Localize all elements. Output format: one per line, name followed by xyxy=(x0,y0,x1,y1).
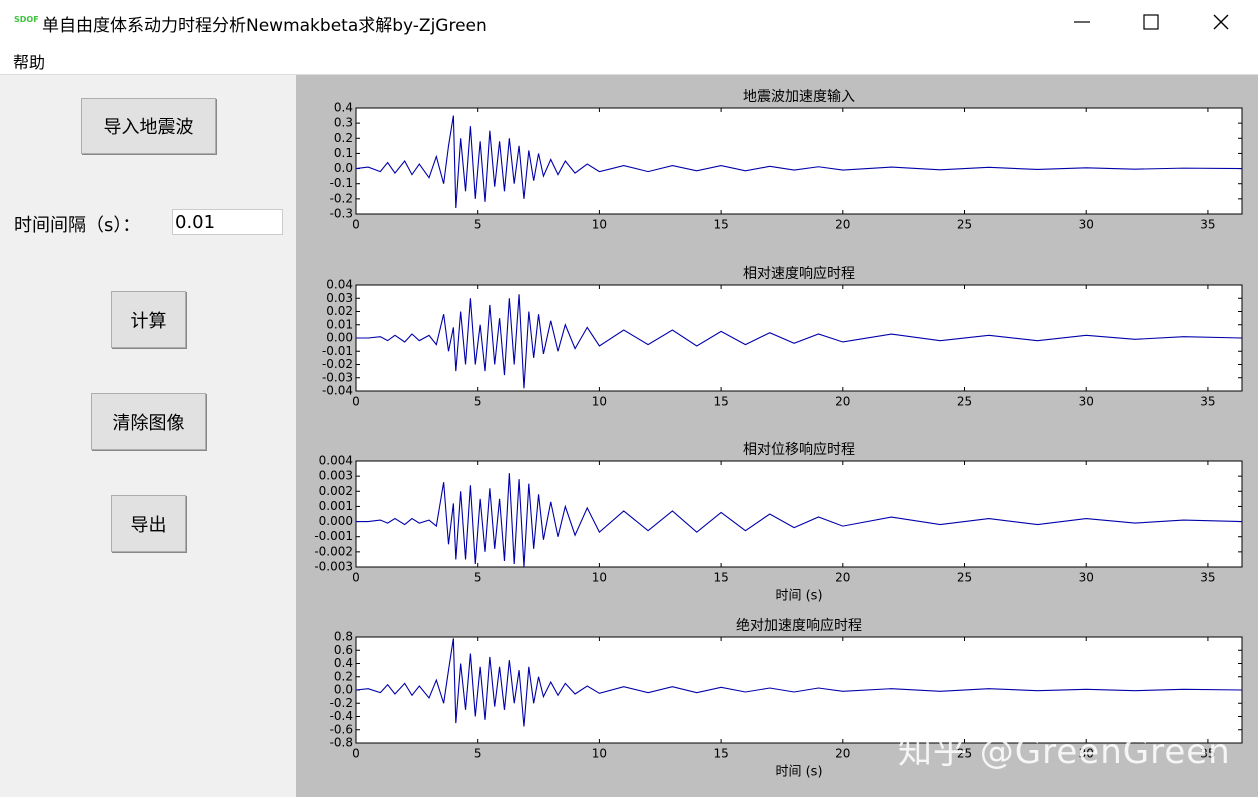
y-tick-label: 0.2 xyxy=(334,131,353,145)
y-tick-label: 0.01 xyxy=(326,317,353,331)
y-tick-label: 0.3 xyxy=(334,116,353,130)
x-tick-label: 0 xyxy=(352,571,360,585)
y-tick-label: -0.02 xyxy=(322,357,353,371)
x-tick-label: 20 xyxy=(835,747,850,761)
y-tick-label: 0.1 xyxy=(334,146,353,160)
x-tick-label: 30 xyxy=(1079,218,1094,232)
maximize-button[interactable] xyxy=(1143,14,1159,30)
chart-title: 绝对加速度响应时程 xyxy=(736,617,862,634)
x-tick-label: 25 xyxy=(957,747,972,761)
x-tick-label: 30 xyxy=(1079,395,1094,409)
y-tick-label: -0.01 xyxy=(322,344,353,358)
y-tick-label: 0.00 xyxy=(326,331,353,345)
x-tick-label: 30 xyxy=(1079,571,1094,585)
interval-label: 时间间隔（s）： xyxy=(14,215,141,236)
x-tick-label: 20 xyxy=(835,218,850,232)
x-tick-label: 35 xyxy=(1200,395,1215,409)
y-tick-label: 0.4 xyxy=(334,656,353,670)
y-tick-label: -0.8 xyxy=(330,736,353,750)
x-tick-label: 15 xyxy=(713,218,728,232)
x-tick-label: 5 xyxy=(474,395,482,409)
x-tick-label: 10 xyxy=(592,395,607,409)
x-tick-label: 0 xyxy=(352,395,360,409)
x-tick-label: 25 xyxy=(957,218,972,232)
y-tick-label: 0.02 xyxy=(326,304,353,318)
x-tick-label: 0 xyxy=(352,747,360,761)
y-tick-label: 0.8 xyxy=(334,630,353,644)
title-bar: SDOF 单自由度体系动力时程分析Newmakbeta求解by-ZjGreen xyxy=(0,0,1258,42)
y-tick-label: -0.2 xyxy=(330,191,353,205)
watermark: 知乎 @GreenGreen xyxy=(898,732,1231,772)
x-tick-label: 5 xyxy=(474,571,482,585)
y-tick-label: 0.004 xyxy=(319,454,353,468)
y-tick-label: 0.0 xyxy=(334,683,353,697)
plot-frame xyxy=(355,460,1243,568)
y-tick-label: 0.6 xyxy=(334,643,353,657)
chart-title: 相对速度响应时程 xyxy=(743,265,855,282)
y-tick-label: -0.001 xyxy=(314,529,353,543)
interval-input[interactable]: 0.01 xyxy=(172,209,283,235)
y-tick-label: -0.1 xyxy=(330,176,353,190)
x-tick-label: 25 xyxy=(957,571,972,585)
x-tick-label: 35 xyxy=(1200,218,1215,232)
y-tick-label: 0.002 xyxy=(319,484,353,498)
y-tick-label: -0.2 xyxy=(330,696,353,710)
window-controls xyxy=(1074,14,1229,30)
x-tick-label: 30 xyxy=(1079,747,1094,761)
y-tick-label: 0.003 xyxy=(319,469,353,483)
y-tick-label: -0.4 xyxy=(330,709,353,723)
x-tick-label: 10 xyxy=(592,747,607,761)
x-tick-label: 20 xyxy=(835,395,850,409)
clear-button[interactable]: 清除图像 xyxy=(91,393,206,450)
x-axis-label: 时间 (s) xyxy=(775,765,822,780)
y-tick-label: 0.000 xyxy=(319,514,353,528)
signal-line xyxy=(356,473,1243,568)
plot-frame xyxy=(355,284,1243,392)
chart-title: 相对位移响应时程 xyxy=(743,441,855,458)
y-tick-label: -0.002 xyxy=(314,544,353,558)
y-tick-label: -0.6 xyxy=(330,722,353,736)
chart-title: 地震波加速度输入 xyxy=(743,89,855,105)
x-tick-label: 35 xyxy=(1200,747,1215,761)
x-tick-label: 10 xyxy=(592,571,607,585)
x-tick-label: 10 xyxy=(592,218,607,232)
y-tick-label: 0.2 xyxy=(334,669,353,683)
x-tick-label: 0 xyxy=(352,218,360,232)
y-tick-label: -0.003 xyxy=(314,560,353,574)
plot-frame xyxy=(355,107,1243,215)
x-tick-label: 35 xyxy=(1200,571,1215,585)
close-button[interactable] xyxy=(1213,14,1229,30)
export-button[interactable]: 导出 xyxy=(111,495,186,552)
y-tick-label: 0.04 xyxy=(326,278,353,292)
import-button[interactable]: 导入地震波 xyxy=(81,98,216,154)
y-tick-label: 0.03 xyxy=(326,291,353,305)
y-tick-label: -0.04 xyxy=(322,384,353,398)
y-tick-label: -0.03 xyxy=(322,370,353,384)
x-tick-label: 15 xyxy=(713,395,728,409)
x-tick-label: 15 xyxy=(713,571,728,585)
menu-bar: 帮助 xyxy=(0,42,1258,75)
x-tick-label: 20 xyxy=(835,571,850,585)
x-axis-label: 时间 (s) xyxy=(775,589,822,604)
window-title: 单自由度体系动力时程分析Newmakbeta求解by-ZjGreen xyxy=(42,16,487,36)
x-tick-label: 5 xyxy=(474,747,482,761)
charts: 地震波加速度输入-0.3-0.2-0.10.00.10.20.30.40 5 10 1… xyxy=(314,89,1243,780)
x-tick-label: 5 xyxy=(474,218,482,232)
y-tick-label: 0.001 xyxy=(319,499,353,513)
x-tick-label: 15 xyxy=(713,747,728,761)
signal-line xyxy=(355,115,1243,208)
y-tick-label: -0.3 xyxy=(330,207,353,221)
signal-line xyxy=(356,294,1243,389)
plot-area: 地震波加速度输入 -0.3 -0.2 -0.1 0.0 0.1 0.2 0.3 0.4 0 5 10 1… xyxy=(296,75,1258,797)
compute-button[interactable]: 计算 xyxy=(111,291,186,348)
y-tick-label: 0.4 xyxy=(334,101,353,115)
menu-item[interactable]: 帮助 xyxy=(13,53,46,72)
y-tick-label: 0.0 xyxy=(334,161,353,175)
x-tick-label: 25 xyxy=(957,395,972,409)
app-icon: SDOF xyxy=(14,15,39,24)
signal-line xyxy=(355,638,1243,727)
